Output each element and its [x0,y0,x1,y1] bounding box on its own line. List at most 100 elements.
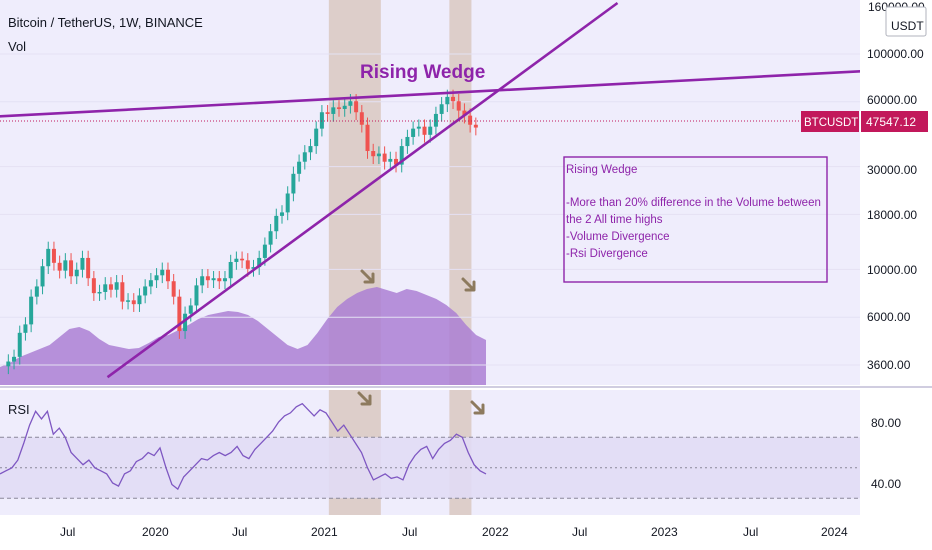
candle-down [91,278,96,294]
candle-up [40,266,45,287]
arrow-shaft [360,269,374,283]
candle-down [394,158,399,165]
time-tick-jul-2021: Jul [402,525,417,539]
rsi-line [0,402,487,491]
arrow-shaft [470,400,484,414]
price-gridlines [0,53,860,366]
currency-badge[interactable]: USDT [885,6,927,37]
time-axis-area[interactable] [0,515,860,550]
rsi-tick-80: 80.00 [871,416,901,430]
currency-label: USDT [891,19,924,33]
time-tick-2024: 2024 [821,525,848,539]
volume-area-fill [0,287,486,385]
divergence-arrows [357,269,485,415]
volume-area [0,287,486,385]
note-line-6: -Rsi Divergence [566,248,648,260]
candle-up [308,146,313,153]
price-badge-value-box [861,111,928,132]
candle-down [337,107,342,109]
candle-up [405,136,410,147]
arrow-head [464,280,476,292]
candle-up [399,146,404,165]
candle-up [23,324,28,333]
candle-up [143,286,148,296]
candle-up [74,269,79,277]
rsi-indicator [0,402,860,499]
candle-down [177,296,182,332]
price-candles [6,89,478,375]
candle-down [120,282,125,302]
price-badge-symbol: BTCUSDT [804,117,858,129]
price-tick-18000: 18000.00 [867,208,917,222]
candle-up [103,284,108,292]
time-tick-2020: 2020 [142,525,169,539]
price-tick-100000: 100000.00 [867,47,924,61]
note-line-3: -More than 20% difference in the Volume … [566,197,821,209]
candle-down [108,284,113,290]
note-box[interactable]: Rising Wedge -More than 20% difference i… [563,156,828,283]
candle-up [137,295,142,305]
candle-down [456,101,461,111]
down-right-arrow-icon [360,269,375,284]
candle-up [80,257,85,270]
candle-up [433,113,438,127]
rsi-indicator-label: RSI [8,402,30,417]
price-badge-symbol-box [801,111,859,132]
candle-up [376,153,381,157]
candle-up [17,332,22,357]
candle-down [57,262,62,271]
candle-up [411,128,416,137]
candle-down [86,257,91,279]
candle-up [200,276,205,286]
candle-down [240,258,245,261]
candle-down [473,124,478,128]
note-box-frame [563,156,828,283]
candle-up [285,193,290,213]
candle-up [279,212,284,216]
arrow-head [363,272,375,284]
candle-up [251,267,256,269]
time-tick-jul-2019: Jul [60,525,75,539]
candle-up [331,107,336,114]
candle-up [34,286,39,297]
candle-down [245,260,250,269]
candle-down [382,153,387,162]
candle-up [314,128,319,147]
candle-down [51,248,56,263]
candle-up [262,244,267,258]
price-axis-area[interactable] [860,0,932,385]
candle-up [234,258,239,262]
time-tick-2023: 2023 [651,525,678,539]
candle-up [183,313,188,332]
candle-up [12,356,17,362]
time-tick-jul-2023: Jul [743,525,758,539]
candle-up [211,278,216,281]
candle-down [165,269,170,282]
candle-up [342,105,347,109]
candle-down [462,110,467,116]
arrow-head [473,403,485,415]
price-tick-30000: 30000.00 [867,163,917,177]
candle-up [439,104,444,114]
rising-wedge-lines [0,1,887,379]
time-tick-2021: 2021 [311,525,338,539]
candle-up [348,101,353,106]
note-line-5: -Volume Divergence [566,231,670,243]
candle-up [63,260,68,271]
price-tick-3600: 3600.00 [867,358,911,372]
candle-down [131,300,136,305]
candle-up [388,158,393,162]
rsi-tick-40: 40.00 [871,477,901,491]
candle-up [97,291,102,294]
rsi-axis-area[interactable] [860,390,932,515]
arrow-shaft [461,277,475,291]
candle-up [154,275,159,281]
candle-down [359,112,364,125]
candle-down [205,276,210,281]
candle-down [365,124,370,152]
arrow-head [360,394,372,406]
pattern-label: Rising Wedge [360,62,485,83]
wedge-lower-line [106,1,619,379]
arrow-shaft [357,391,371,405]
